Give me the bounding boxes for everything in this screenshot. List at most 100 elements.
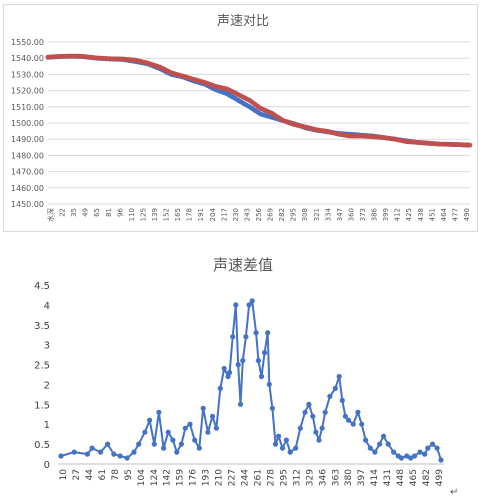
chart1-x-tick-label: 204 <box>209 207 217 221</box>
chart2-point <box>243 334 249 340</box>
chart1-x-tick-label: 217 <box>220 208 228 221</box>
chart1-x-tick-label: 373 <box>359 208 367 221</box>
chart2-x-tick-label: 176 <box>189 469 199 486</box>
chart2-point <box>258 373 265 380</box>
chart2-point <box>380 433 387 439</box>
chart2-x-tick-label: 346 <box>318 469 328 486</box>
chart1-x-tick-label: 191 <box>197 208 205 221</box>
chart1-x-tick-label: 308 <box>301 208 309 221</box>
chart2-point <box>255 358 261 364</box>
chart2-point <box>105 441 111 447</box>
chart1-x-tick-label: 425 <box>405 208 413 221</box>
chart2-y-tick-label: 0 <box>44 460 50 471</box>
chart2-point <box>165 429 171 435</box>
chart1-y-tick-label: 1540.00 <box>11 54 44 63</box>
chart1-x-axis-ticks: 水深 22 35 49 65 81 96 110 125 139 152 165 178 191 204 21… <box>46 207 471 222</box>
chart2-point <box>117 453 123 459</box>
chart2-x-tick-label: 278 <box>266 469 276 486</box>
chart1-red-marker <box>86 54 92 60</box>
chart2-point <box>342 413 348 419</box>
chart2-point <box>372 449 378 455</box>
chart2-x-tick-label: 61 <box>98 469 108 480</box>
chart2-point <box>363 437 369 443</box>
chart2-x-tick-label: 227 <box>228 469 238 486</box>
chart2-point <box>332 385 338 391</box>
chart2-point <box>313 429 319 435</box>
chart1-y-tick-label: 1550.00 <box>11 38 44 47</box>
chart2-point <box>213 425 219 431</box>
chart1-x-tick-label: 347 <box>336 208 344 221</box>
chart2-y-tick-label: 4 <box>44 301 50 312</box>
chart2-x-tick-label: 95 <box>124 469 134 480</box>
chart1-y-tick-label: 1460.00 <box>11 184 44 193</box>
chart1-x-tick-label: 139 <box>151 208 159 221</box>
chart2-point <box>319 425 325 431</box>
chart2-point <box>297 425 303 431</box>
chart1-red-marker <box>80 53 85 59</box>
chart2-point <box>174 449 180 455</box>
chart2-y-tick-label: 3.5 <box>34 321 50 332</box>
chart2-x-tick-label: 244 <box>241 469 251 486</box>
chart2-x-tick-label: 448 <box>396 469 406 486</box>
chart2-point <box>98 449 104 455</box>
chart2-y-tick-label: 3 <box>44 341 50 352</box>
chart2-point <box>209 413 216 419</box>
chart2-y-tick-label: 1 <box>44 420 50 431</box>
chart1-x-tick-label: 282 <box>278 208 286 221</box>
chart2-x-tick-label: 380 <box>344 469 354 486</box>
chart2-point <box>205 429 211 435</box>
chart2-point <box>249 298 255 304</box>
chart2-point <box>111 451 117 457</box>
chart2-point <box>283 437 289 443</box>
chart2-point <box>253 330 259 336</box>
chart2-y-axis-ticks: 4.5 4 3.5 3 2.5 2 1.5 1 0.5 0 <box>34 281 50 471</box>
chart2-point <box>398 455 404 461</box>
chart2-point <box>131 449 137 455</box>
chart1-x-tick-label: 477 <box>451 208 459 221</box>
chart2-point <box>355 409 361 415</box>
chart1-x-tick-label: 490 <box>463 208 471 221</box>
chart2-point <box>316 437 322 443</box>
chart2-x-tick-label: 10 <box>59 469 69 481</box>
chart2-y-tick-label: 0.5 <box>34 440 50 451</box>
chart2-point <box>359 421 365 427</box>
chart1-title: 声速对比 <box>217 14 269 29</box>
chart1-x-tick-label: 水深 <box>46 208 55 222</box>
chart1-red-marker <box>100 55 106 61</box>
chart2-point <box>293 445 299 451</box>
chart2-point <box>147 417 153 423</box>
chart2-x-axis-ticks: 10 27 44 61 78 95 104 124 142 159 176 193 210 227 244 2… <box>59 469 445 486</box>
chart2-point <box>235 362 241 368</box>
chart1-y-tick-label: 1490.00 <box>11 135 44 144</box>
chart1-red-marker <box>110 56 116 62</box>
chart2-point <box>161 445 167 451</box>
chart2-x-tick-label: 261 <box>253 469 263 486</box>
chart1-x-tick-label: 399 <box>382 208 390 221</box>
chart2-x-tick-label: 193 <box>202 469 212 486</box>
chart2-point <box>142 429 148 435</box>
chart2-x-tick-label: 465 <box>409 469 419 486</box>
chart2-title: 声速差值 <box>213 256 273 274</box>
chart1-y-tick-label: 1510.00 <box>11 103 44 112</box>
chart1-x-tick-label: 81 <box>105 208 113 217</box>
chart2-point <box>306 401 312 407</box>
chart2-point <box>187 421 193 427</box>
chart2-point <box>422 451 428 457</box>
chart2-point <box>178 441 184 447</box>
chart1-x-tick-label: 230 <box>232 208 240 221</box>
chart1-y-tick-label: 1520.00 <box>11 87 44 96</box>
chart2-point <box>227 369 233 376</box>
chart2-point <box>89 445 95 451</box>
chart1-x-tick-label: 360 <box>347 208 355 221</box>
chart2-point <box>391 449 397 455</box>
chart1-x-tick-label: 165 <box>174 208 182 221</box>
chart2-x-tick-label: 295 <box>279 469 289 486</box>
chart2-point <box>266 381 272 387</box>
chart1-x-tick-label: 125 <box>139 208 147 221</box>
chart2-point <box>182 425 188 431</box>
chart1-x-tick-label: 412 <box>394 208 402 221</box>
chart2-point <box>84 451 90 457</box>
chart1-x-tick-label: 256 <box>255 207 263 221</box>
chart1-x-tick-label: 464 <box>440 207 448 221</box>
